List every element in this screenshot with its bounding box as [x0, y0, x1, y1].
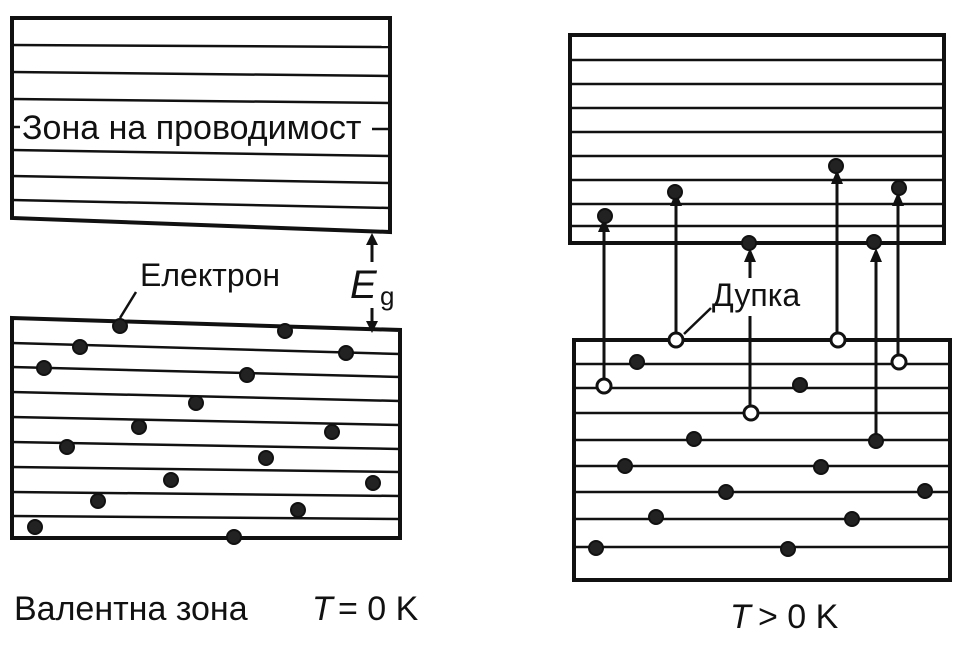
- excited-electron-dot: [597, 208, 613, 224]
- electron-dot: [90, 493, 106, 509]
- left-conduction-band: Зона на проводимост: [10, 16, 392, 235]
- excitation-arrows: [598, 170, 904, 434]
- left-valence-band-box: [10, 315, 402, 540]
- electron-leader-line: [118, 291, 138, 319]
- electron-label: Електрон: [140, 257, 280, 293]
- hole-label: Дупка: [712, 277, 800, 313]
- electron-dot: [780, 541, 796, 557]
- electron-dot: [72, 339, 88, 355]
- hole-dot: [829, 331, 847, 349]
- band-level-line: [11, 465, 401, 474]
- right-conduction-band-box: [568, 33, 946, 245]
- electron-dot: [792, 377, 808, 393]
- band-level-line: [11, 148, 391, 158]
- electron-dot: [648, 509, 664, 525]
- excitation-arrowhead: [831, 170, 843, 184]
- left-temp-symbol: T: [312, 590, 335, 628]
- electron-dot: [917, 483, 933, 499]
- electron-dot: [112, 318, 128, 334]
- left-panel: Зона на проводимост E g Електрон: [10, 16, 419, 628]
- valence-band-label: Валентна зона: [14, 590, 248, 628]
- band-level-line: [11, 490, 401, 498]
- electron-dot: [131, 419, 147, 435]
- electron-dot: [27, 519, 43, 535]
- electron-dot: [588, 540, 604, 556]
- band-level-line: [11, 514, 401, 521]
- electron-dot: [338, 345, 354, 361]
- left-temp-condition: = 0 K: [338, 590, 419, 628]
- excited-electron-dot: [828, 158, 844, 174]
- conduction-band-label: Зона на проводимост: [22, 109, 361, 147]
- hole-leader-line: [683, 307, 712, 335]
- right-valence-band-box: [572, 338, 952, 582]
- excitation-arrowhead: [870, 248, 882, 262]
- right-temp-condition: > 0 K: [758, 598, 839, 636]
- electron-dot: [844, 511, 860, 527]
- gap-arrowhead-up: [366, 233, 378, 245]
- electron-dot: [868, 433, 884, 449]
- band-level-line: [11, 70, 391, 78]
- excited-electron-dot: [667, 184, 683, 200]
- electron-dot: [365, 475, 381, 491]
- electron-dot: [59, 439, 75, 455]
- band-gap-marker: E g: [350, 233, 394, 333]
- band-level-line: [11, 174, 391, 185]
- right-conduction-band: [568, 33, 946, 245]
- electron-dot: [290, 502, 306, 518]
- gap-arrowhead-down: [366, 321, 378, 333]
- excited-electron-dot: [891, 180, 907, 196]
- electron-dot: [188, 395, 204, 411]
- left-valence-band: [10, 315, 402, 545]
- band-level-line: [11, 365, 401, 379]
- electron-dot: [258, 450, 274, 466]
- band-gap-subscript: g: [380, 281, 394, 311]
- excited-electron-dot: [866, 234, 882, 250]
- band-level-line: [11, 440, 401, 451]
- band-level-line: [11, 43, 391, 49]
- electron-dot: [163, 472, 179, 488]
- electron-dot: [629, 354, 645, 370]
- electron-dot: [226, 529, 242, 545]
- electron-dot: [617, 458, 633, 474]
- right-valence-band: [572, 338, 952, 582]
- excitation-arrowhead: [744, 248, 756, 262]
- band-level-line: [11, 97, 391, 105]
- electron-dot: [277, 323, 293, 339]
- electron-dot: [239, 367, 255, 383]
- electron-dot: [718, 484, 734, 500]
- hole-dot: [595, 377, 613, 395]
- band-gap-symbol: E: [350, 263, 378, 307]
- electron-dot: [686, 431, 702, 447]
- right-temp-symbol: T: [730, 598, 753, 636]
- electron-dot: [36, 360, 52, 376]
- label-backdrop: [20, 104, 370, 146]
- band-level-line: [11, 198, 391, 210]
- band-level-line: [11, 415, 401, 427]
- band-level-line: [11, 390, 401, 403]
- right-panel: Дупка T > 0 K: [568, 33, 952, 636]
- left-conduction-band-box: [10, 16, 392, 235]
- electron-dot: [324, 424, 340, 440]
- excited-electron-dot: [741, 235, 757, 251]
- hole-dot: [890, 353, 908, 371]
- excitation-arrowhead: [892, 192, 904, 206]
- electron-dot: [813, 459, 829, 475]
- excitation-arrowhead: [598, 218, 610, 232]
- hole-label-backdrop: [708, 278, 820, 316]
- hole-dot: [742, 404, 760, 422]
- hole-dot: [667, 331, 685, 349]
